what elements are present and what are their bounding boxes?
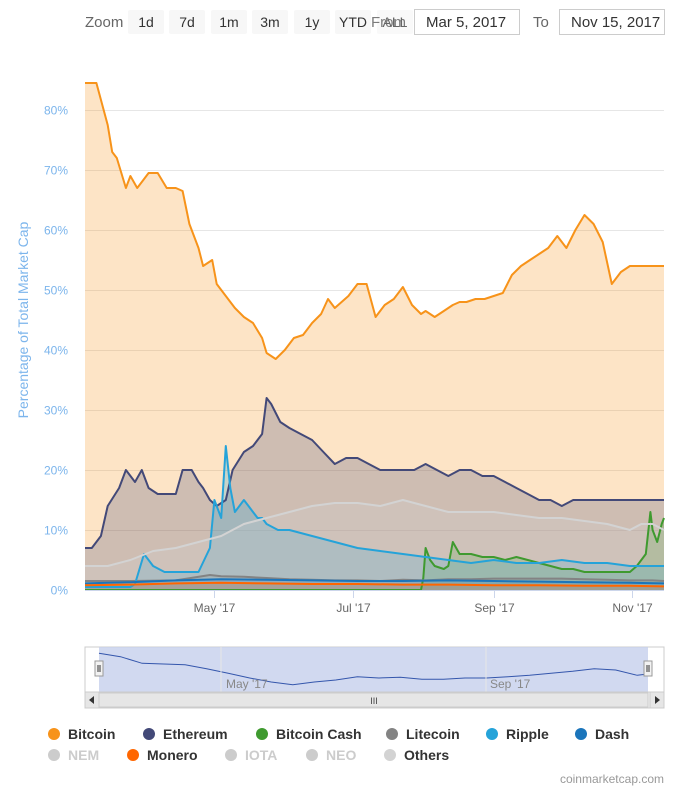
credit-link[interactable]: coinmarketcap.com xyxy=(559,772,664,786)
legend-marker-icon xyxy=(48,749,60,761)
line-others[interactable] xyxy=(85,499,665,567)
zoom-1d-button[interactable]: 1d xyxy=(128,10,164,34)
x-tick-label: Jul '17 xyxy=(336,601,371,615)
legend-marker-icon xyxy=(48,728,60,740)
line-dash[interactable] xyxy=(84,578,665,585)
zoom-1y-button[interactable]: 1y xyxy=(294,10,330,34)
y-tick-label: 0% xyxy=(51,584,69,598)
navigator-right-handle[interactable] xyxy=(643,660,653,677)
scrollbar-grip: III xyxy=(370,696,378,706)
legend-marker-icon xyxy=(127,749,139,761)
series-areas xyxy=(85,83,664,590)
legend-marker-icon xyxy=(143,728,155,740)
market-cap-chart: 0% 10% 20% 30% 40% 50% 60% 70% 80% May '17 Jul '1… xyxy=(15,82,665,709)
navigator: May '17 Sep '17 III xyxy=(84,646,665,709)
from-label: From xyxy=(371,14,406,31)
area-ethereum xyxy=(85,398,664,590)
legend-marker-icon xyxy=(306,749,318,761)
grid-lines xyxy=(85,110,664,531)
legend-marker-icon xyxy=(486,728,498,740)
x-tick-label: Sep '17 xyxy=(474,601,515,615)
scrollbar-right-arrow[interactable] xyxy=(649,691,665,709)
legend-marker-icon xyxy=(225,749,237,761)
navigator-left-handle[interactable] xyxy=(94,660,104,677)
zoom-ytd-button[interactable]: YTD xyxy=(335,10,371,34)
line-bitcoin[interactable] xyxy=(85,82,664,360)
y-tick-label: 10% xyxy=(44,524,68,538)
line-monero[interactable] xyxy=(84,581,665,588)
y-tick-label: 40% xyxy=(44,344,68,358)
legend: Bitcoin Ethereum Bitcoin Cash Litecoin R… xyxy=(0,722,676,766)
line-litecoin[interactable] xyxy=(85,574,665,582)
arrow-left-icon xyxy=(89,696,94,704)
area-bitcoin xyxy=(85,83,664,590)
zoom-3m-button[interactable]: 3m xyxy=(252,10,288,34)
x-axis-ticks: May '17 Jul '17 Sep '17 Nov '17 xyxy=(194,590,653,615)
line-ripple[interactable] xyxy=(85,445,664,588)
y-axis-ticks: 0% 10% 20% 30% 40% 50% 60% 70% 80% xyxy=(44,104,68,598)
y-tick-label: 60% xyxy=(44,224,68,238)
y-tick-label: 20% xyxy=(44,464,68,478)
zoom-1m-button[interactable]: 1m xyxy=(211,10,247,34)
area-ripple xyxy=(85,446,664,590)
y-tick-label: 80% xyxy=(44,104,68,118)
x-tick-label: Nov '17 xyxy=(612,601,653,615)
series-lines xyxy=(84,82,665,591)
to-label: To xyxy=(533,14,549,31)
line-ethereum[interactable] xyxy=(85,397,664,549)
range-selector: Zoom 1d 7d 1m 3m 1y YTD ALL From Mar 5, … xyxy=(0,8,676,38)
zoom-all-button[interactable]: ALL xyxy=(377,10,413,34)
to-date-input[interactable]: Nov 15, 2017 xyxy=(559,9,665,35)
y-tick-label: 70% xyxy=(44,164,68,178)
navigator-selected-range[interactable] xyxy=(99,647,648,692)
area-bitcoin-cash xyxy=(85,512,664,590)
area-monero xyxy=(85,582,664,590)
x-tick-label: May '17 xyxy=(194,601,236,615)
navigator-series-line xyxy=(98,652,649,686)
from-date-input[interactable]: Mar 5, 2017 xyxy=(414,9,520,35)
navigator-label-sep: Sep '17 xyxy=(490,677,531,691)
y-tick-label: 30% xyxy=(44,404,68,418)
legend-marker-icon xyxy=(386,728,398,740)
arrow-right-icon xyxy=(655,696,660,704)
scrollbar-left-arrow[interactable] xyxy=(84,691,100,709)
area-others xyxy=(85,500,664,590)
zoom-label: Zoom xyxy=(85,14,124,31)
y-axis-title: Percentage of Total Market Cap xyxy=(15,221,31,418)
legend-marker-icon xyxy=(256,728,268,740)
zoom-7d-button[interactable]: 7d xyxy=(169,10,205,34)
y-tick-label: 50% xyxy=(44,284,68,298)
navigator-label-may: May '17 xyxy=(226,677,268,691)
legend-marker-icon xyxy=(384,749,396,761)
legend-marker-icon xyxy=(575,728,587,740)
